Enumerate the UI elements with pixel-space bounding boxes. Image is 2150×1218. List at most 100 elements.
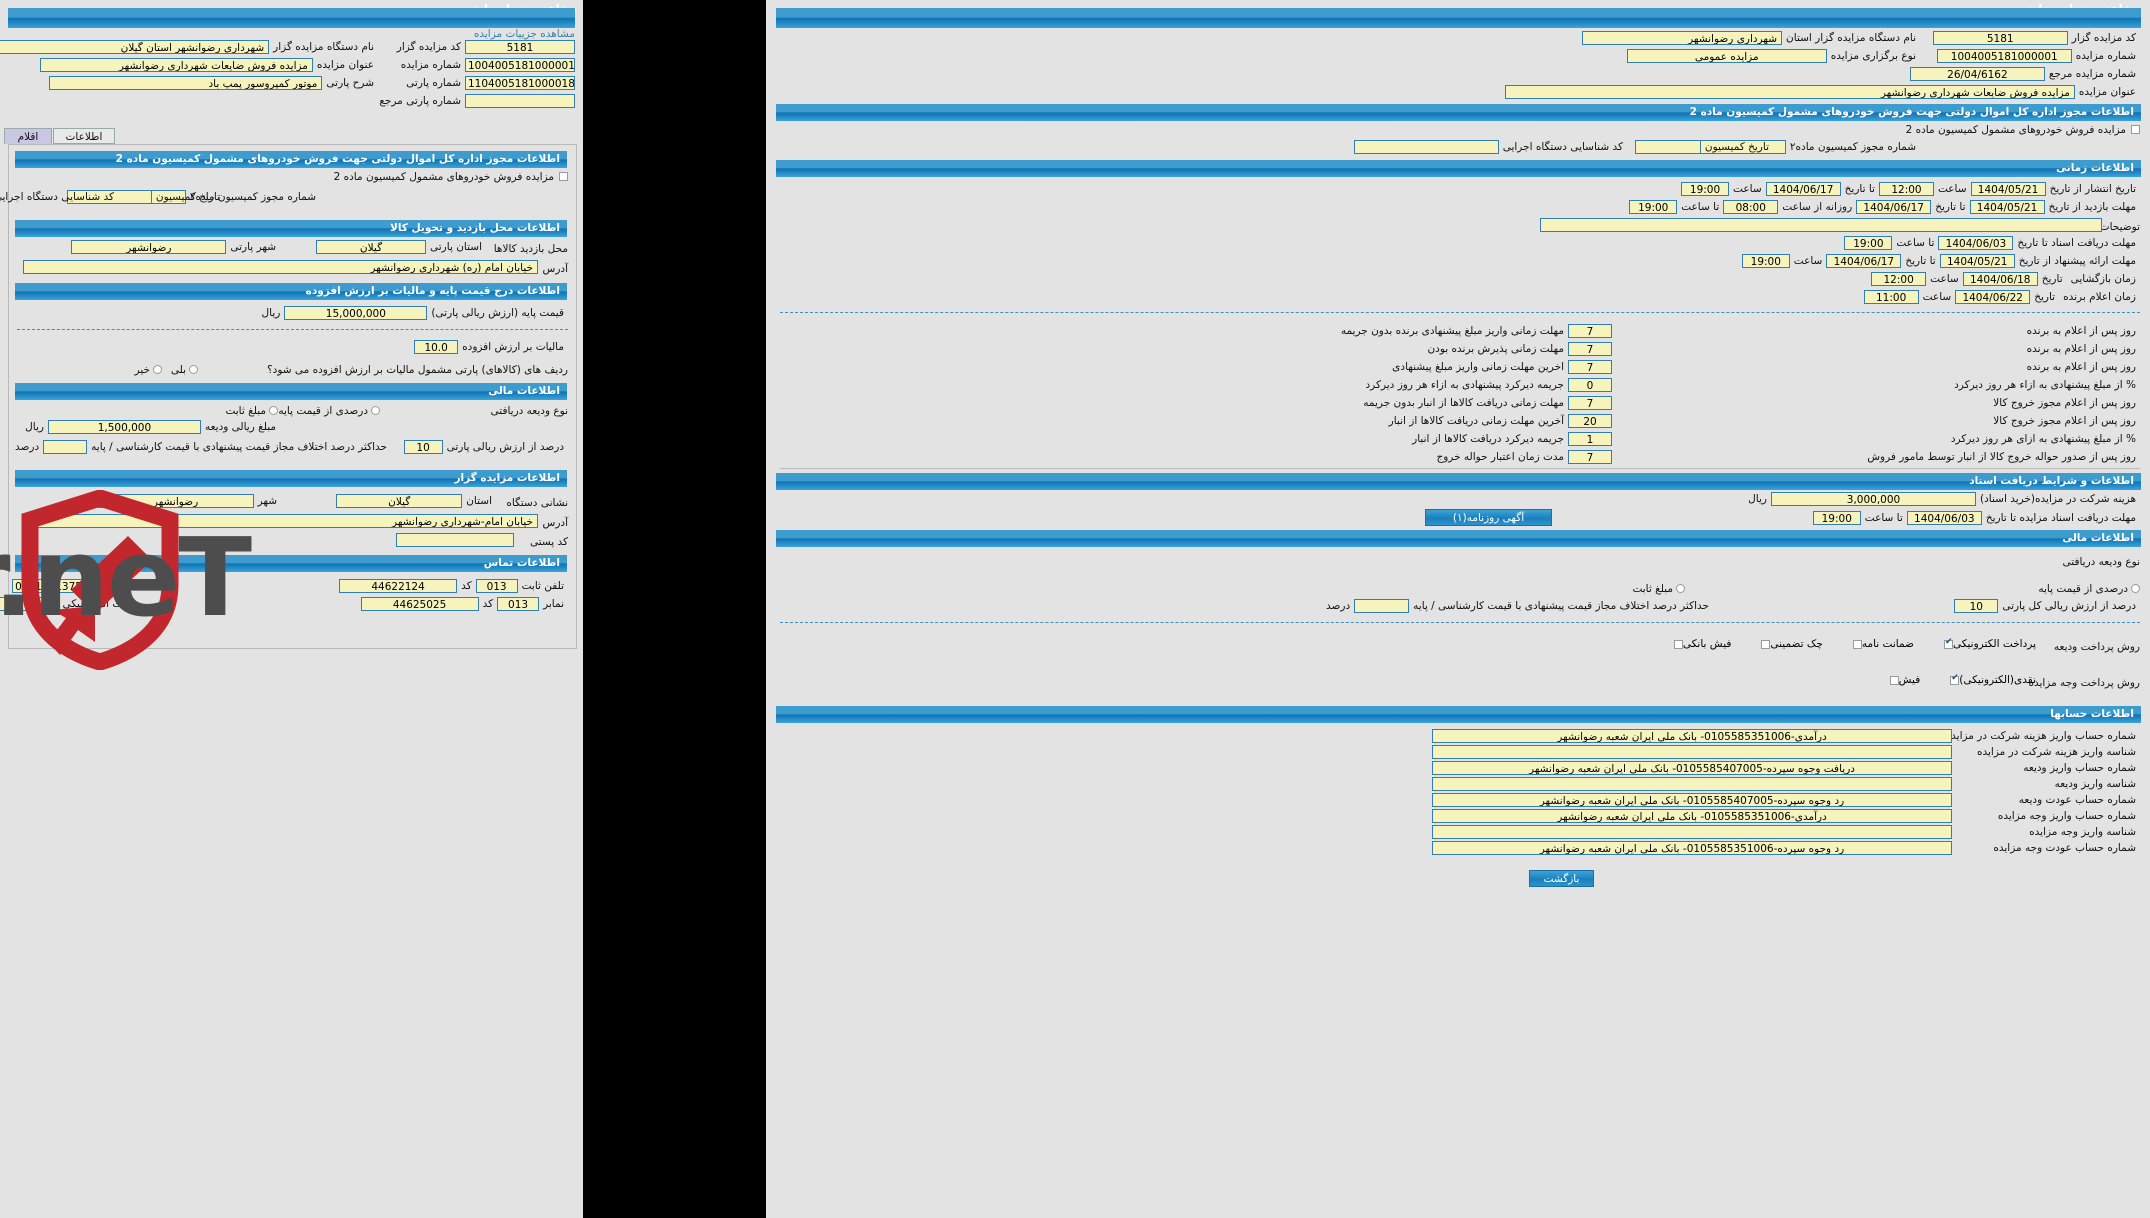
field-r-ref-no[interactable]: 26/04/6162 [1909,67,2045,81]
radio-vat-yes[interactable] [189,365,198,374]
r-field-offer-time[interactable]: 19:00 [1741,254,1790,268]
payment-method-checkbox[interactable] [1761,639,1771,649]
field-r-org[interactable]: شهرداری رضوانشهر [1582,31,1783,45]
payment-method[interactable]: ضمانت نامه [1852,638,1918,650]
label-org-address-field: آدرس [542,517,568,529]
r-field-open-date[interactable]: 1404/06/18 [1962,272,2038,286]
newspaper-ad-button[interactable]: آگهی روزنامه(۱) [1425,509,1552,526]
payment-method[interactable]: فیش بانکی [1673,638,1736,650]
r-field-visit-daily-to[interactable]: 19:00 [1629,200,1678,214]
field-party-desc-value[interactable]: موتور کمپروسور پمپ باد [49,76,323,90]
field-fax-code[interactable]: 013 [497,597,540,611]
r-field-doc-deadline-time[interactable]: 19:00 [1812,511,1861,525]
r-radio-percent-of-base[interactable] [2131,584,2140,593]
payment-method-checkbox[interactable] [1889,675,1899,685]
r-field-visit-to-date[interactable]: 1404/06/17 [1856,200,1932,214]
r-field-publish-to[interactable]: 1404/06/17 [1765,182,1841,196]
penalty-value[interactable]: 20 [1568,414,1612,428]
radio-fixed-amount[interactable] [269,406,278,415]
field-max-diff[interactable] [43,440,88,454]
r-field-publish-time-to[interactable]: 19:00 [1681,182,1730,196]
r-field-winner-time[interactable]: 11:00 [1863,290,1919,304]
r-field-offer-from[interactable]: 1404/05/21 [1939,254,2015,268]
penalty-value[interactable]: 7 [1568,396,1612,410]
payment-method-checkbox[interactable] [1943,638,1953,649]
account-value[interactable]: رد وجوه سپرده-0105585407005- بانک ملی ای… [1432,793,1952,807]
field-postal[interactable] [396,533,514,547]
account-value[interactable]: دریافت وجوه سپرده-0105585407005- بانک مل… [1432,761,1952,775]
payment-method-checkbox[interactable] [1673,639,1683,649]
payment-method[interactable]: فیش [1889,674,1925,686]
account-value[interactable]: درآمدی-0105585351006- بانک ملی ایران شعب… [1432,729,1952,743]
payment-method[interactable]: پرداخت الکترونیکی [1943,638,2040,650]
tab-party-items[interactable]: اقلام پارتی [4,128,52,159]
field-r-auction-no[interactable]: 1004005181000001 [1936,49,2072,63]
payment-method-checkbox[interactable] [1852,639,1862,649]
field-visit-province[interactable]: گیلان [316,240,426,254]
field-code-value[interactable]: 5181 [465,40,575,54]
account-value[interactable] [1432,825,1952,839]
r-radio-fixed-amount[interactable] [1676,584,1685,593]
r-field-visit-from[interactable]: 1404/05/21 [1969,200,2045,214]
field-org-province[interactable]: گیلان [336,494,463,508]
field-org-city[interactable]: رضوانشهر [97,494,254,508]
r-field-maxdiff[interactable] [1354,599,1410,613]
r-label-visit-daily: روزانه از ساعت [1782,201,1853,213]
radio-percent-of-base[interactable] [371,406,380,415]
r-permit-checkbox[interactable] [2131,125,2140,134]
field-tel-code[interactable]: 013 [475,579,518,593]
r-field-open-time[interactable]: 12:00 [1871,272,1927,286]
tab-additional-info[interactable]: اطلاعات تکمیلی [53,128,115,159]
penalty-value[interactable]: 7 [1568,342,1612,356]
penalty-value[interactable]: 7 [1568,324,1612,338]
penalty-value[interactable]: 7 [1568,450,1612,464]
r-field-winner-date[interactable]: 1404/06/22 [1955,290,2031,304]
r-field-commission-date[interactable] [1634,140,1701,154]
radio-vat-no[interactable] [153,365,162,374]
field-ref-party-value[interactable] [465,94,575,108]
back-button[interactable]: بازگشت [1529,870,1594,887]
r-field-exec-code[interactable] [1353,140,1499,154]
field-r-code[interactable]: 5181 [1932,31,2068,45]
r-field-publish-time-from[interactable]: 12:00 [1878,182,1934,196]
r-field-fee[interactable]: 3,000,000 [1771,492,1976,506]
field-percent[interactable]: 10 [403,440,443,454]
account-value[interactable] [1432,745,1952,759]
r-field-visit-daily-from[interactable]: 08:00 [1723,200,1779,214]
label-base-price-unit: ریال [261,307,281,319]
penalty-value[interactable]: 0 [1568,378,1612,392]
field-mobile[interactable]: 09112313759 [12,579,83,593]
field-auction-title-value[interactable]: مزایده فروش ضایعات شهرداری رضوانشهر [39,58,313,72]
r-field-offer-to[interactable]: 1404/06/17 [1826,254,1902,268]
r-field-notes[interactable] [1540,218,2102,232]
field-base-price[interactable]: 15,000,000 [284,306,428,320]
r-field-doc-deadline-date[interactable]: 1404/06/03 [1906,511,1982,525]
payment-method-checkbox[interactable] [1950,674,1960,685]
field-r-auction-title[interactable]: مزایده فروش ضایعات شهرداری رضوانشهر [1504,85,2075,99]
field-deposit-amount[interactable]: 1,500,000 [47,420,201,434]
field-tel[interactable]: 44622124 [339,579,458,593]
field-vat[interactable]: 10.0 [414,340,459,354]
penalty-value[interactable]: 7 [1568,360,1612,374]
field-commission-date[interactable] [66,190,152,204]
r-field-percent[interactable]: 10 [1954,599,1999,613]
field-party-no-value[interactable]: 1104005181000018 [465,76,575,90]
account-value[interactable]: رد وجوه سپرده-0105585351006- بانک ملی ای… [1432,841,1952,855]
field-org-value[interactable]: شهرداری رضوانشهر استان گیلان [0,40,270,54]
account-value[interactable]: درآمدی-0105585351006- بانک ملی ایران شعب… [1432,809,1952,823]
field-email[interactable] [0,597,59,611]
field-visit-address[interactable]: خیابان امام (ره) شهرداری رضوانشهر [23,260,538,274]
field-auction-no-value[interactable]: 1004005181000001 [465,58,575,72]
permit-checkbox[interactable] [559,172,568,181]
payment-method[interactable]: نقدی(الکترونیکی) [1950,674,2040,686]
field-r-hold-type[interactable]: مزایده عمومی [1626,49,1827,63]
field-org-address[interactable]: خیابان امام-شهرداری رضوانشهر [23,514,538,528]
r-field-publish-from[interactable]: 1404/05/21 [1970,182,2046,196]
field-visit-city[interactable]: رضوانشهر [71,240,227,254]
penalty-value[interactable]: 1 [1568,432,1612,446]
field-fax[interactable]: 44625025 [360,597,479,611]
r-field-doc-receive-date[interactable]: 1404/06/03 [1938,236,2014,250]
payment-method[interactable]: چک تضمینی [1761,638,1826,650]
r-field-doc-receive-time[interactable]: 19:00 [1844,236,1893,250]
account-value[interactable] [1432,777,1952,791]
